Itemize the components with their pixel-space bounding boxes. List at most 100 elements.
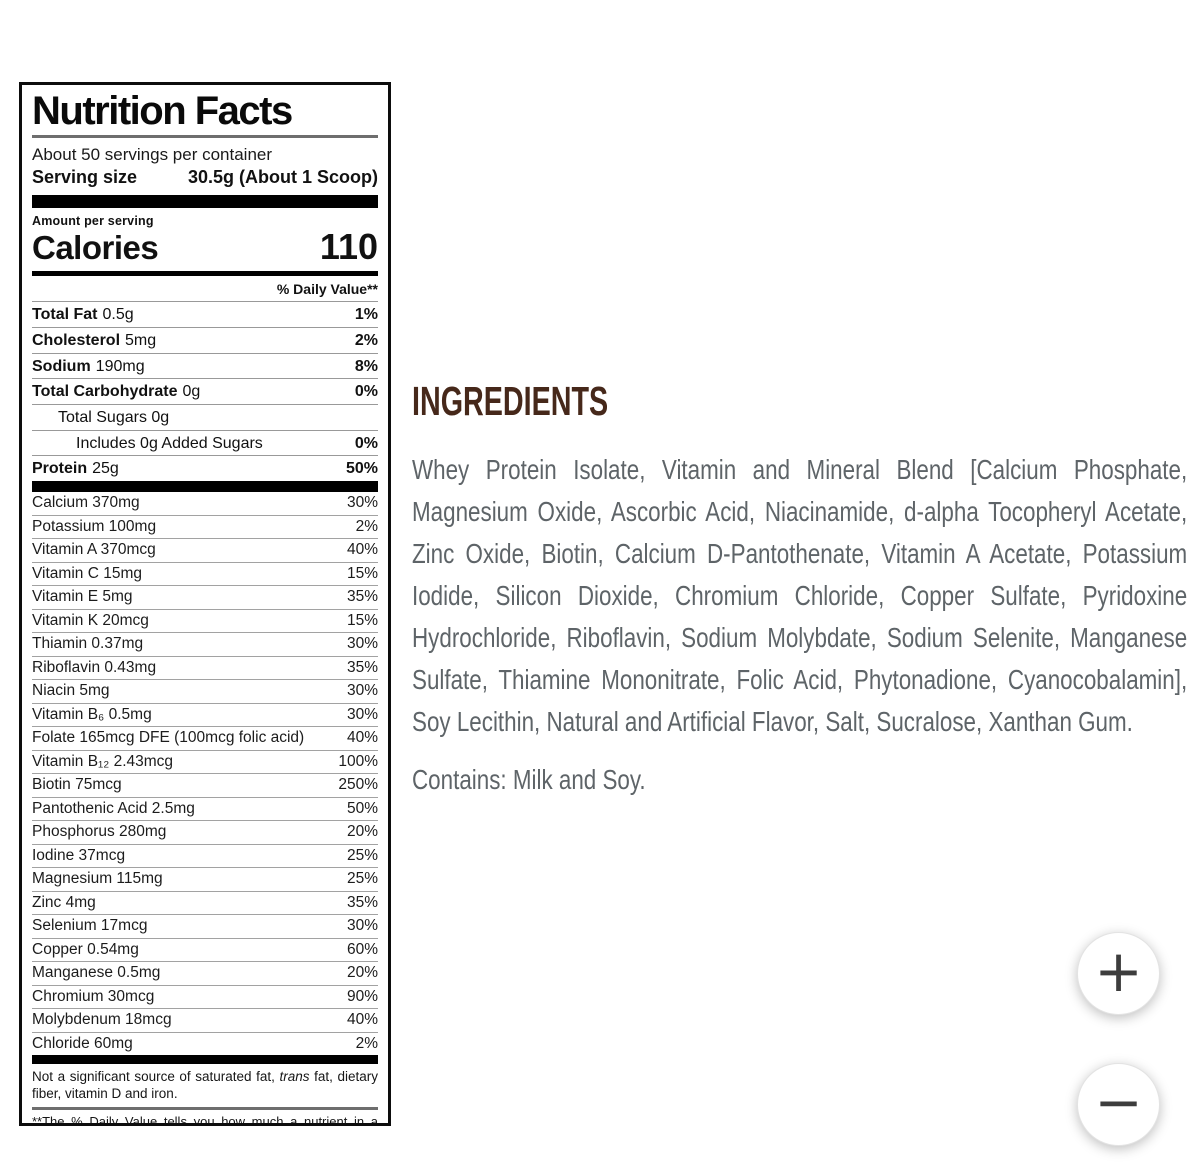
vitamin-name: Biotin 75mcg xyxy=(32,776,122,794)
ingredients-section: INGREDIENTS Whey Protein Isolate, Vitami… xyxy=(412,378,1192,801)
vitamin-row: Vitamin A 370mcg 40% xyxy=(32,539,378,563)
vitamin-name: Chloride 60mg xyxy=(32,1034,133,1052)
vitamin-row: Vitamin B₆ 0.5mg 30% xyxy=(32,704,378,728)
nutrient-dv: 0% xyxy=(354,434,378,452)
vitamin-name: Manganese 0.5mg xyxy=(32,964,161,982)
daily-value-footnote: **The % Daily Value tells you how much a… xyxy=(32,1113,378,1126)
vitamin-dv: 30% xyxy=(346,635,378,653)
footnote-divider xyxy=(32,1106,378,1110)
thick-divider xyxy=(32,481,378,493)
vitamin-name: Magnesium 115mg xyxy=(32,870,163,888)
vitamin-row: Vitamin C 15mg 15% xyxy=(32,563,378,587)
vitamins-minerals-list: Calcium 370mg 30% Potassium 100mg 2% Vit… xyxy=(32,492,378,1055)
vitamin-name: Vitamin E 5mg xyxy=(32,588,133,606)
vitamin-dv: 100% xyxy=(338,752,378,770)
nutrition-facts-title: Nutrition Facts xyxy=(32,89,293,133)
vitamin-row: Vitamin K 20mcg 15% xyxy=(32,610,378,634)
vitamin-dv: 2% xyxy=(355,517,378,535)
vitamin-name: Phosphorus 280mg xyxy=(32,823,167,841)
vitamin-row: Riboflavin 0.43mg 35% xyxy=(32,657,378,681)
vitamin-dv: 15% xyxy=(346,564,378,582)
vitamin-name: Copper 0.54mg xyxy=(32,940,139,958)
minus-icon: − xyxy=(1094,1067,1143,1136)
calories-label: Calories xyxy=(32,229,159,267)
zoom-in-button[interactable]: + xyxy=(1077,932,1160,1015)
vitamin-row: Potassium 100mg 2% xyxy=(32,516,378,540)
footnote-italic-word: trans xyxy=(279,1069,310,1085)
vitamin-row: Niacin 5mg 30% xyxy=(32,680,378,704)
nutrient-row-protein: Protein 25g 50% xyxy=(32,456,378,481)
nutrient-amount: 0.5g xyxy=(102,306,134,324)
nutrient-row-cholesterol: Cholesterol 5mg 2% xyxy=(32,328,378,354)
ingredients-heading: INGREDIENTS xyxy=(412,378,609,424)
vitamin-row: Chromium 30mcg 90% xyxy=(32,986,378,1010)
nutrient-amount: 25g xyxy=(92,460,119,478)
vitamin-dv: 25% xyxy=(346,846,378,864)
ingredients-text: Whey Protein Isolate, Vitamin and Minera… xyxy=(412,454,1188,737)
vitamin-row: Vitamin B₁₂ 2.43mcg 100% xyxy=(32,751,378,775)
vitamin-row: Molybdenum 18mcg 40% xyxy=(32,1009,378,1033)
vitamin-row: Selenium 17mcg 30% xyxy=(32,915,378,939)
nutrient-amount: 5mg xyxy=(125,331,157,349)
nutrition-facts-label: Nutrition Facts About 50 servings per co… xyxy=(19,82,391,1126)
vitamin-name: Calcium 370mg xyxy=(32,494,140,512)
vitamin-dv: 25% xyxy=(346,870,378,888)
vitamin-row: Vitamin E 5mg 35% xyxy=(32,586,378,610)
vitamin-name: Zinc 4mg xyxy=(32,893,96,911)
allergen-statement: Contains: Milk and Soy. xyxy=(412,764,646,795)
nutrient-name: Total Fat xyxy=(32,306,98,324)
vitamin-row: Chloride 60mg 2% xyxy=(32,1033,378,1056)
vitamin-row: Thiamin 0.37mg 30% xyxy=(32,633,378,657)
vitamin-dv: 40% xyxy=(346,541,378,559)
daily-value-header: % Daily Value** xyxy=(32,278,378,303)
title-divider xyxy=(32,135,378,138)
nutrient-name: Total Sugars 0g xyxy=(58,409,170,426)
nutrient-dv: 1% xyxy=(354,306,378,324)
vitamin-dv: 30% xyxy=(346,494,378,512)
nutrient-amount: 0g xyxy=(182,383,201,401)
footnote-text: fat, dietary fiber, vitamin D and iron. xyxy=(32,1069,378,1102)
nutrient-row-total-carbohydrate: Total Carbohydrate 0g 0% xyxy=(32,379,378,405)
nutrient-name: Total Carbohydrate xyxy=(32,383,178,401)
vitamin-row: Iodine 37mcg 25% xyxy=(32,845,378,869)
vitamin-row: Biotin 75mcg 250% xyxy=(32,774,378,798)
servings-per-container: About 50 servings per container xyxy=(32,145,273,164)
vitamin-dv: 60% xyxy=(346,940,378,958)
zoom-out-button[interactable]: − xyxy=(1077,1063,1160,1146)
nutrient-row-total-sugars: Total Sugars 0g xyxy=(32,405,378,431)
vitamin-dv: 20% xyxy=(346,964,378,982)
vitamin-row: Copper 0.54mg 60% xyxy=(32,939,378,963)
not-significant-source-footnote: Not a significant source of saturated fa… xyxy=(32,1068,378,1103)
vitamin-dv: 15% xyxy=(346,611,378,629)
plus-icon: + xyxy=(1094,936,1143,1005)
vitamin-name: Pantothenic Acid 2.5mg xyxy=(32,799,195,817)
vitamin-name: Vitamin B₆ 0.5mg xyxy=(32,705,152,723)
vitamin-name: Selenium 17mcg xyxy=(32,917,148,935)
nutrient-row-added-sugars: Includes 0g Added Sugars 0% xyxy=(32,431,378,457)
vitamin-name: Potassium 100mg xyxy=(32,517,157,535)
nutrient-dv: 0% xyxy=(354,383,378,401)
vitamin-row: Calcium 370mg 30% xyxy=(32,492,378,516)
vitamin-dv: 30% xyxy=(346,705,378,723)
nutrient-row-sodium: Sodium 190mg 8% xyxy=(32,354,378,380)
nutrient-dv: 8% xyxy=(354,357,378,375)
serving-size-value: 30.5g (About 1 Scoop) xyxy=(187,167,378,188)
vitamin-dv: 40% xyxy=(346,729,378,747)
vitamin-dv: 30% xyxy=(346,917,378,935)
vitamin-row: Manganese 0.5mg 20% xyxy=(32,962,378,986)
vitamin-dv: 50% xyxy=(346,799,378,817)
vitamin-name: Niacin 5mg xyxy=(32,682,110,700)
vitamin-name: Vitamin B₁₂ 2.43mcg xyxy=(32,752,174,770)
calories-value: 110 xyxy=(319,226,378,268)
vitamin-dv: 90% xyxy=(346,987,378,1005)
vitamin-dv: 35% xyxy=(346,658,378,676)
vitamin-row: Folate 165mcg DFE (100mcg folic acid) 40… xyxy=(32,727,378,751)
vitamin-name: Vitamin A 370mcg xyxy=(32,541,156,559)
nutrient-name: Protein xyxy=(32,460,88,478)
nutrient-name: Cholesterol xyxy=(32,331,121,349)
nutrient-dv: 50% xyxy=(345,460,378,478)
nutrient-name: Sodium xyxy=(32,357,91,375)
vitamin-row: Magnesium 115mg 25% xyxy=(32,868,378,892)
thick-divider xyxy=(32,1055,378,1065)
